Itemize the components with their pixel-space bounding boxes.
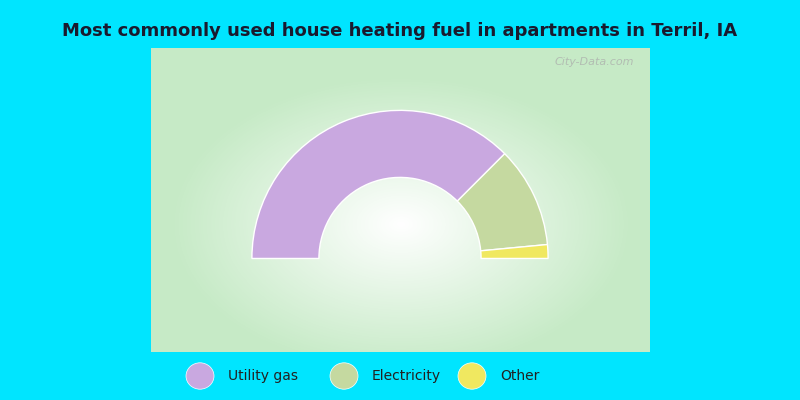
Ellipse shape	[186, 363, 214, 389]
Ellipse shape	[330, 363, 358, 389]
Text: City-Data.com: City-Data.com	[555, 57, 634, 67]
Wedge shape	[458, 154, 547, 251]
Text: Most commonly used house heating fuel in apartments in Terril, IA: Most commonly used house heating fuel in…	[62, 22, 738, 40]
Text: Utility gas: Utility gas	[228, 369, 298, 383]
Text: Other: Other	[500, 369, 539, 383]
Wedge shape	[252, 110, 505, 258]
Wedge shape	[481, 244, 548, 258]
Text: Electricity: Electricity	[372, 369, 441, 383]
Ellipse shape	[458, 363, 486, 389]
